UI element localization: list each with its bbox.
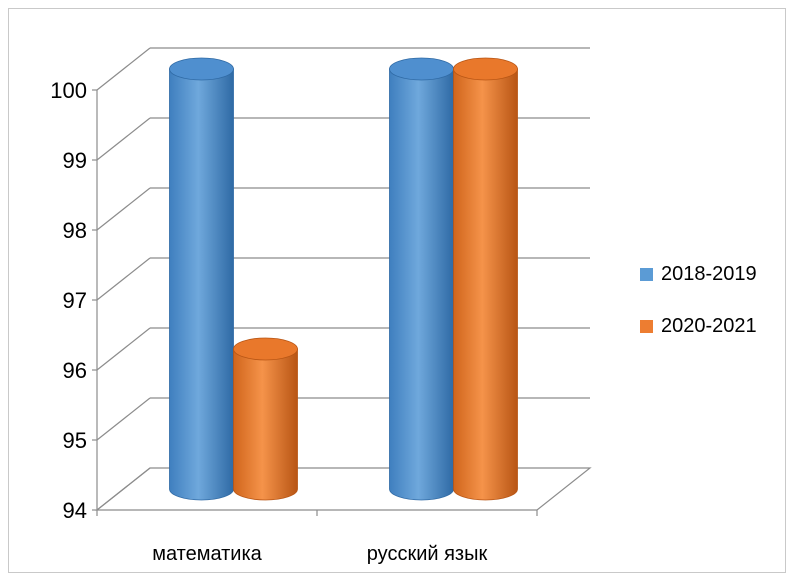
x-category-label: русский язык bbox=[367, 543, 488, 565]
y-tick-label: 100 bbox=[50, 78, 87, 103]
chart-floor bbox=[95, 467, 592, 511]
legend-label-series-2: 2020-2021 bbox=[661, 314, 757, 337]
bar-body bbox=[453, 68, 518, 501]
bar-top-cap bbox=[389, 57, 454, 81]
gridline-diagonal bbox=[96, 397, 151, 441]
bar-top-cap bbox=[169, 57, 234, 81]
bar-1-series-2 bbox=[233, 337, 298, 501]
legend-swatch-series-2 bbox=[640, 319, 653, 333]
legend-label-series-1: 2018-2019 bbox=[661, 262, 757, 285]
y-tick-label: 94 bbox=[63, 498, 87, 523]
y-tick-label: 96 bbox=[63, 358, 87, 383]
gridline-diagonal bbox=[96, 117, 151, 161]
axis-labels: 94 95 96 97 98 99 100 математика русский язык bbox=[50, 78, 487, 565]
gridline-diagonal bbox=[96, 187, 151, 231]
y-tick-label: 98 bbox=[63, 218, 87, 243]
legend-item-series-1: 2018-2019 bbox=[640, 262, 757, 286]
gridline-diagonal bbox=[96, 47, 151, 91]
gridline-diagonal bbox=[96, 257, 151, 301]
legend: 2018-2019 2020-2021 bbox=[640, 262, 757, 366]
y-tick-label: 95 bbox=[63, 428, 87, 453]
legend-item-series-2: 2020-2021 bbox=[640, 314, 757, 338]
bar-2-series-1 bbox=[389, 57, 454, 501]
y-tick-label: 99 bbox=[63, 148, 87, 173]
bar-1-series-1 bbox=[169, 57, 234, 501]
bar-top-cap bbox=[233, 337, 298, 361]
bar-body bbox=[233, 348, 298, 501]
legend-swatch-series-1 bbox=[640, 267, 653, 281]
bar-2-series-2 bbox=[453, 57, 518, 501]
bar-body bbox=[389, 68, 454, 501]
x-category-label: математика bbox=[152, 543, 262, 565]
bar-body bbox=[169, 68, 234, 501]
bars bbox=[169, 57, 518, 501]
gridline-diagonal bbox=[96, 327, 151, 371]
y-tick-label: 97 bbox=[63, 288, 87, 313]
axes bbox=[92, 89, 592, 516]
bar-top-cap bbox=[453, 57, 518, 81]
